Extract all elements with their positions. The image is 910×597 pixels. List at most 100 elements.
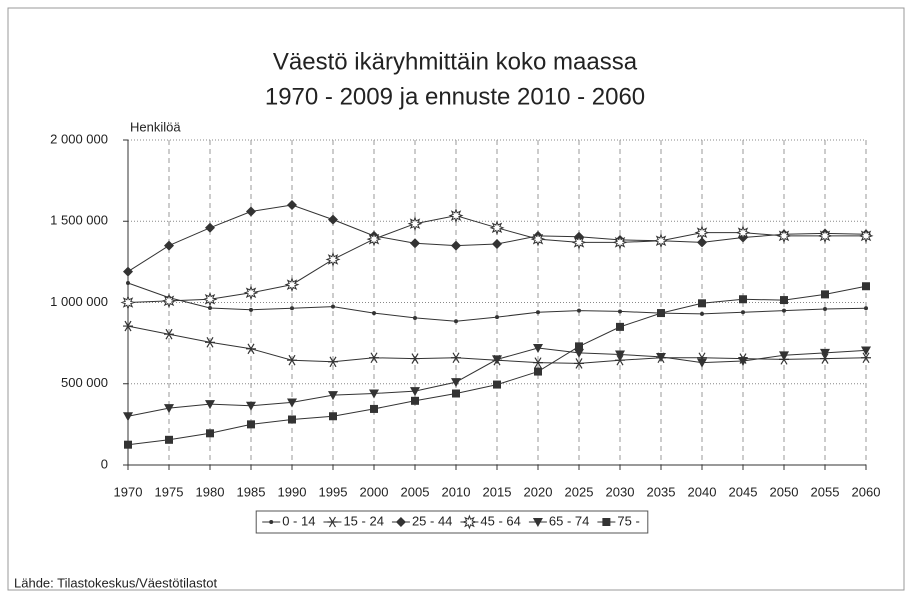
marker (735, 225, 751, 241)
marker (366, 231, 382, 247)
marker (492, 355, 502, 365)
marker (287, 398, 297, 408)
marker (246, 401, 256, 411)
marker (246, 343, 256, 355)
marker (534, 367, 542, 376)
marker (123, 412, 133, 422)
legend-box (255, 510, 649, 534)
marker (407, 216, 423, 232)
y-tick-label: 0 (101, 456, 108, 471)
legend-label: 0 - 14 (282, 513, 315, 528)
marker (861, 352, 871, 364)
legend-label: 25 - 44 (412, 513, 452, 528)
marker (862, 282, 870, 291)
marker (574, 358, 584, 369)
marker (495, 315, 499, 320)
chart-subtitle: 1970 - 2009 ja ennuste 2010 - 2060 (265, 83, 645, 110)
marker (615, 350, 625, 360)
y-tick-label: 500 000 (61, 375, 108, 390)
legend: 0 - 14 15 - 24 25 - 44 45 - 64 65 - 74 75 - (255, 510, 649, 534)
marker (208, 306, 212, 311)
marker (410, 387, 420, 397)
marker (492, 239, 502, 249)
x-tick-label: 2030 (606, 484, 635, 499)
marker (616, 322, 624, 331)
marker (165, 435, 173, 444)
marker (370, 404, 378, 413)
legend-label: 15 - 24 (343, 513, 383, 528)
marker (656, 352, 666, 362)
marker (120, 294, 136, 311)
marker (164, 240, 174, 251)
x-tick-label: 2010 (442, 484, 471, 499)
source: Lähde: Tilastokeskus/Väestötilastot (14, 575, 217, 590)
marker (533, 357, 543, 368)
marker (369, 389, 379, 399)
x-tick-label: 1980 (196, 484, 225, 499)
y-tick-label: 2 000 000 (50, 131, 108, 146)
marker (653, 233, 669, 249)
marker (532, 518, 543, 527)
legend-label: 45 - 64 (480, 513, 520, 528)
marker (577, 308, 581, 313)
marker (284, 277, 300, 293)
marker (697, 358, 707, 368)
marker (410, 353, 420, 364)
y-tick-label: 1 000 000 (50, 294, 108, 309)
legend-label: 75 - (617, 513, 639, 528)
marker (290, 306, 294, 311)
x-tick-label: 1995 (319, 484, 348, 499)
marker (454, 319, 458, 324)
marker (861, 346, 871, 356)
marker (328, 214, 338, 225)
x-tick-label: 2020 (524, 484, 553, 499)
marker (205, 400, 215, 410)
x-tick-label: 2050 (770, 484, 799, 499)
marker (779, 351, 789, 361)
marker (123, 320, 133, 332)
marker (329, 412, 337, 421)
marker (493, 380, 501, 389)
marker (697, 237, 707, 248)
marker (410, 238, 420, 249)
frame (7, 7, 905, 591)
marker (413, 315, 417, 320)
marker (269, 520, 274, 524)
y-axis-label: Henkilöä (130, 119, 181, 134)
marker (327, 516, 338, 528)
marker (288, 415, 296, 424)
marker (461, 514, 477, 530)
y-tick-label: 1 500 000 (50, 213, 108, 228)
marker (372, 311, 376, 316)
marker (612, 234, 628, 250)
legend-label: 65 - 74 (549, 513, 589, 528)
marker (206, 429, 214, 438)
marker (205, 222, 215, 233)
marker (451, 378, 461, 388)
marker (741, 310, 745, 315)
marker (780, 296, 788, 305)
marker (776, 228, 792, 244)
marker (249, 307, 253, 312)
marker (820, 353, 830, 364)
x-tick-label: 2025 (565, 484, 594, 499)
x-tick-label: 1990 (278, 484, 307, 499)
marker (575, 342, 583, 351)
marker (820, 348, 830, 358)
marker (164, 404, 174, 414)
marker (694, 225, 710, 241)
marker (618, 309, 622, 314)
marker (823, 307, 827, 311)
marker (657, 309, 665, 318)
marker (489, 220, 505, 236)
x-tick-label: 2000 (360, 484, 389, 499)
marker (615, 354, 625, 366)
marker (247, 420, 255, 429)
x-tick-label: 1975 (155, 484, 184, 499)
marker (864, 306, 868, 311)
marker (202, 291, 218, 307)
marker (698, 299, 706, 308)
x-tick-label: 2055 (811, 484, 840, 499)
marker (123, 266, 133, 277)
x-tick-label: 1970 (114, 484, 143, 499)
